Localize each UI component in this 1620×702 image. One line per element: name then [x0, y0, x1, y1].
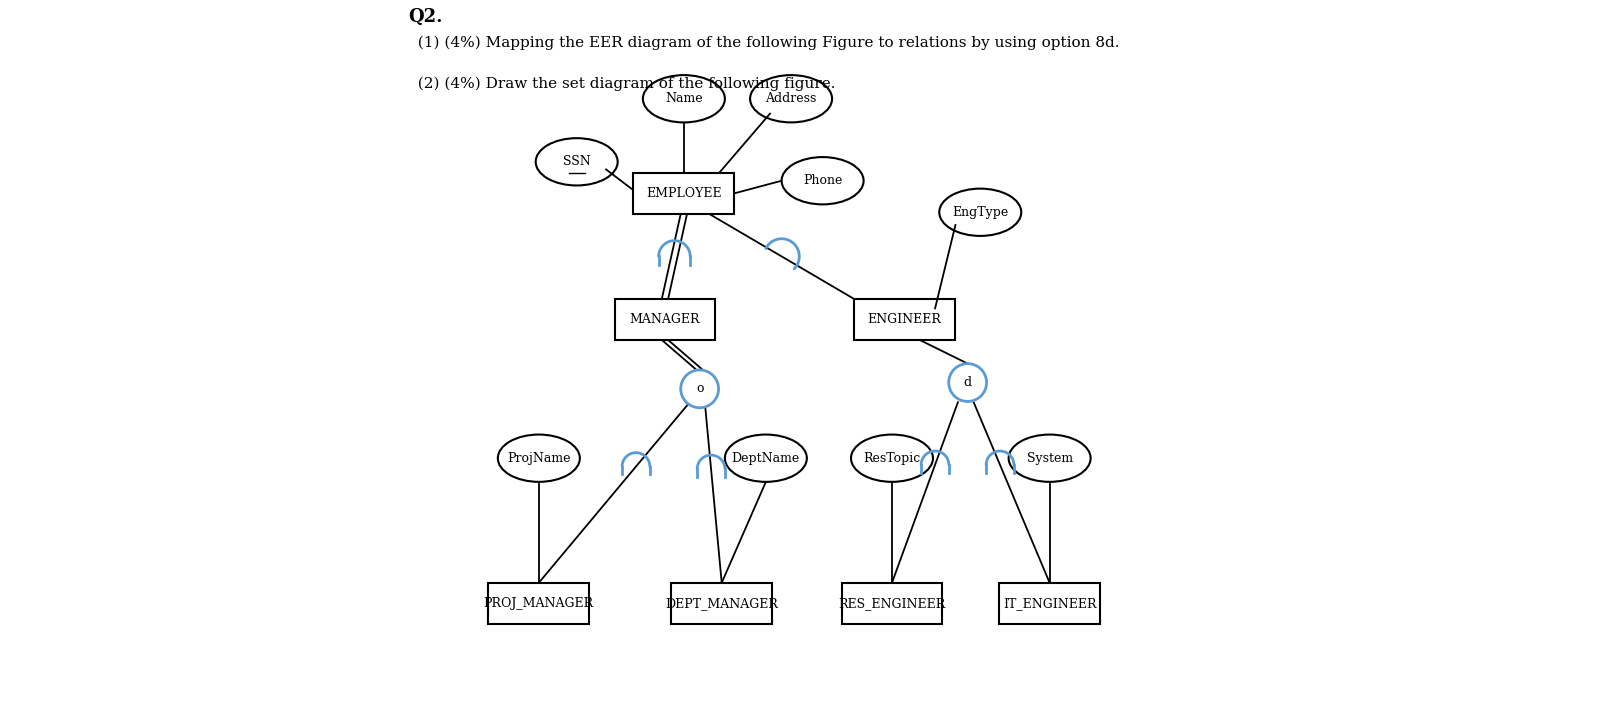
Text: Name: Name [666, 92, 703, 105]
Text: Q2.: Q2. [408, 8, 442, 26]
Bar [614, 299, 716, 340]
Text: EngType: EngType [953, 206, 1008, 219]
Bar [1000, 583, 1100, 624]
Text: DeptName: DeptName [732, 451, 800, 465]
Bar [671, 583, 773, 624]
Bar [488, 583, 590, 624]
Text: ProjName: ProjName [507, 451, 570, 465]
Text: Address: Address [765, 92, 816, 105]
Text: DEPT_MANAGER: DEPT_MANAGER [666, 597, 778, 610]
Text: SSN: SSN [562, 155, 591, 168]
Text: EMPLOYEE: EMPLOYEE [646, 187, 721, 200]
Text: RES_ENGINEER: RES_ENGINEER [839, 597, 946, 610]
Bar [854, 299, 956, 340]
Bar [841, 583, 943, 624]
Text: IT_ENGINEER: IT_ENGINEER [1003, 597, 1097, 610]
Text: PROJ_MANAGER: PROJ_MANAGER [484, 597, 595, 610]
Text: ENGINEER: ENGINEER [868, 313, 941, 326]
Text: (1) (4%) Mapping the EER diagram of the following Figure to relations by using o: (1) (4%) Mapping the EER diagram of the … [408, 35, 1119, 50]
Text: Phone: Phone [804, 174, 842, 187]
Text: (2) (4%) Draw the set diagram of the following figure.: (2) (4%) Draw the set diagram of the fol… [408, 77, 836, 91]
Text: MANAGER: MANAGER [630, 313, 700, 326]
Text: d: d [964, 376, 972, 389]
Text: o: o [697, 383, 703, 395]
Bar [633, 173, 734, 214]
Text: System: System [1027, 451, 1072, 465]
Text: ResTopic: ResTopic [863, 451, 920, 465]
